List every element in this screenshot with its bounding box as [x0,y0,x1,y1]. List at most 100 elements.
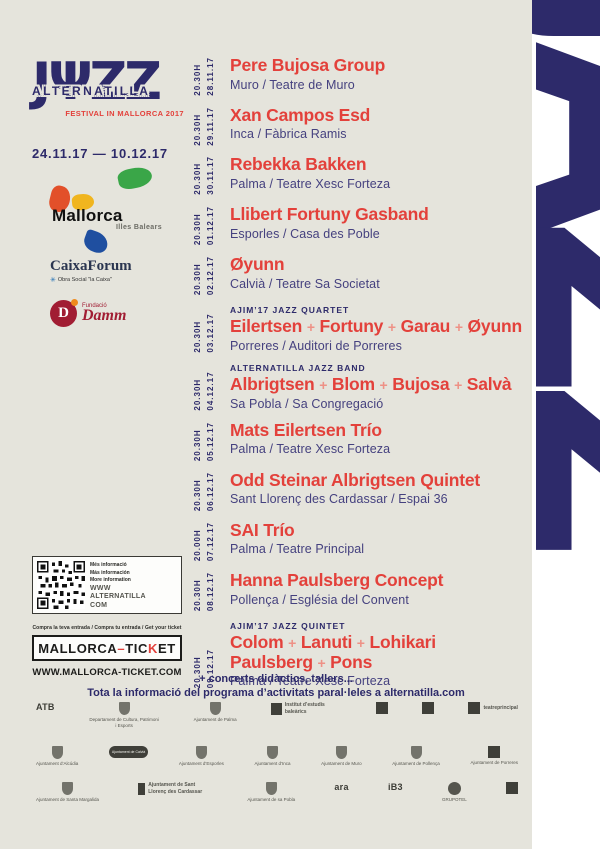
event-title: SAI Trío [230,520,524,541]
fundacio-damm-logo: D Fundació Damm [50,299,127,327]
event-venue: Pollença / Església del Convent [230,592,409,607]
event-date: 03.12.17 [206,313,215,353]
event-date: 30.11.17 [206,156,215,196]
alternatilla-url-www: WWW [90,584,111,592]
event-time: 20.30H [193,63,202,96]
event-title-line: Pere Bujosa Group [230,55,524,76]
event-title: Llibert Fortuny Gasband [230,204,524,225]
sponsor-logo [422,702,435,714]
event-row: 20.30H 08.12.17 Hanna Paulsberg Concept Pol… [193,570,524,611]
sponsor-logo: Ajuntament de Santa Margalida [36,782,99,803]
sponsor-crest-mark [62,782,74,795]
sponsor-label: Ajuntament de Santa Margalida [36,797,100,802]
artist-name: Colom [230,632,284,653]
sponsor-logo [505,782,518,794]
artist-name: Blom [331,373,375,394]
sponsor-crest-mark [335,746,347,759]
event-title: Albrigtsen + Blom + Bujosa + Salvà [230,373,524,395]
event-details: Odd Steinar Albrigtsen Quintet Sant Llore… [230,470,524,511]
sponsor-box-logo: Institut d’estudis baleàrics [271,702,341,715]
artist-name: Lanuti [300,632,353,653]
event-title: Odd Steinar Albrigtsen Quintet [230,470,524,491]
event-when: 20.30H 05.12.17 [193,421,230,461]
event-details: Hanna Paulsberg Concept Pollença / Esglés… [230,570,524,611]
sidebar: JΨZZ ALTERNATILLA FESTIVAL IN MALLORCA 2… [32,56,184,838]
event-date: 28.11.17 [206,57,215,96]
sponsor-label: Ajuntament de Muro [321,761,362,766]
damm-initial: D [58,305,69,321]
sponsor-crest-mark [410,746,422,759]
event-details: Øyunn Calvià / Teatre Sa Societat [230,254,524,295]
artist-name: Paulsberg [230,651,313,672]
event-time: 20.30H [193,213,202,246]
sponsor-logo: Ajuntament de sa Pobla [247,782,295,803]
event-row: 20.30H 09.12.17 AJIM’17 JAZZ QUINTET Colom … [193,621,524,688]
event-details: Rebekka Bakken Palma / Teatre Xesc Fortez… [230,155,524,195]
damm-star-dot [71,299,78,306]
event-details: AJIM’17 JAZZ QUARTET Eilertsen + Fortuny … [230,305,524,353]
artist-name: Albrigtsen [230,373,315,394]
alternatilla-url-tld: COM [90,602,108,609]
event-title-line: Colom + Lanuti + Lohikari [230,632,524,653]
artist-name: Pere Bujosa Group [230,55,386,75]
artist-name: Øyunn [230,254,285,275]
event-time: 20.30H [193,479,202,511]
event-title-line: Eilertsen + Fortuny + Garau + Øyunn [230,317,524,337]
info-line-ca: Més informació [90,562,127,568]
sponsor-box-mark [375,702,388,714]
sponsor-box-mark [505,782,518,794]
event-venue: Esporles / Casa des Poble [230,226,380,241]
sponsor-crest-mark [118,702,130,715]
sponsor-label: Ajuntament d’Inca [254,761,291,766]
artist-name: Eilertsen [230,316,303,337]
artist-name: Salvà [466,373,512,394]
sponsor-logo: ATB [36,702,55,712]
sponsor-label: Institut d’estudis baleàrics [284,702,325,715]
sponsor-row-2: Ajuntament d’Alcúdia Ajuntament de Calvià… [36,746,518,767]
event-when: 20.30H 04.12.17 [193,363,230,411]
damm-name-text: Damm [82,307,127,325]
ticket-brand-k: K [147,640,158,656]
plus-separator: + [450,376,466,393]
ticket-brand-left: MALLORCA [38,640,118,656]
sponsor-logo [375,702,388,714]
event-title-line: Øyunn [230,254,524,275]
event-when: 20.30H 28.11.17 [193,56,230,96]
festival-tagline: FESTIVAL IN MALLORCA 2017 [65,109,184,119]
event-date: 04.12.17 [206,371,215,411]
event-venue: Muro / Teatre de Muro [230,77,355,92]
ticket-brand-dash: – [117,640,126,656]
artist-name: Øyunn [467,316,523,337]
damm-small-text: Fundació [82,303,107,310]
event-title: Colom + Lanuti + Lohikari Paulsberg + Pon… [230,632,524,672]
plus-separator: + [313,654,330,671]
festival-dates: 24.11.17 — 10.12.17 [32,146,168,161]
event-time: 20.30H [193,321,202,353]
sponsor-label: Ajuntament d’Alcúdia [36,761,79,766]
event-when: 20.30H 03.12.17 [193,305,230,353]
event-title-line: Rebekka Bakken [230,155,524,175]
event-time: 20.30H [193,263,202,296]
event-date: 05.12.17 [206,421,215,461]
footnote-line2: Tota la informació del programa d’activi… [87,687,465,700]
artist-name: Pons [330,651,373,672]
sponsor-label: Ajuntament de Sant Llorenç des Cardassar [148,782,203,795]
event-title-line: Odd Steinar Albrigtsen Quintet [230,470,524,491]
event-details: Xan Campos Esd Inca / Fàbrica Ramis [230,105,524,146]
sponsor-wordmark: iB3 [387,782,403,792]
sponsor-crest-mark [265,782,277,795]
mallorca-title: Mallorca [52,206,123,225]
event-title: Øyunn [230,254,524,275]
sponsor-crest-mark [195,746,207,759]
plus-separator: + [284,635,300,652]
event-details: Pere Bujosa Group Muro / Teatre de Muro [230,55,524,96]
event-row: 20.30H 30.11.17 Rebekka Bakken Palma / Teat… [193,155,524,196]
caixaforum-logo: CaixaForum ✳ Obra Social "la Caixa" [50,258,170,284]
info-box: Més informació Más información More info… [32,556,182,614]
sponsor-logo: Ajuntament de Porreres [470,746,518,766]
sponsor-logo: Ajuntament de Palma [194,702,237,723]
mallorca-ticket-logo: MALLORCA – TIC K ET [32,635,182,661]
sponsor-crest-mark [266,746,278,759]
ticket-cta: Compra la teva entrada / Compra tu entra… [32,625,182,631]
event-when: 20.00H 07.12.17 [193,521,230,561]
